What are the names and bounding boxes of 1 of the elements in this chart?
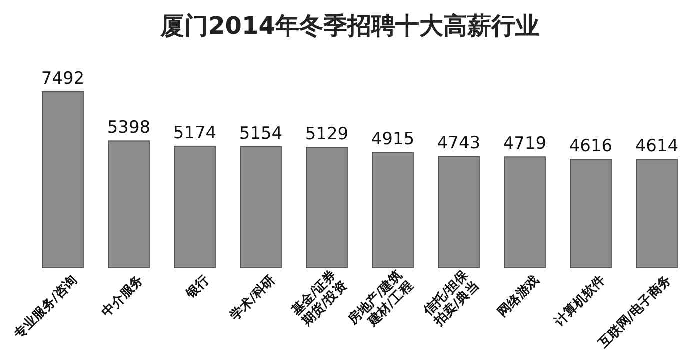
title: 厦门2014年冬季招聘十大高薪行业 [160, 12, 540, 40]
